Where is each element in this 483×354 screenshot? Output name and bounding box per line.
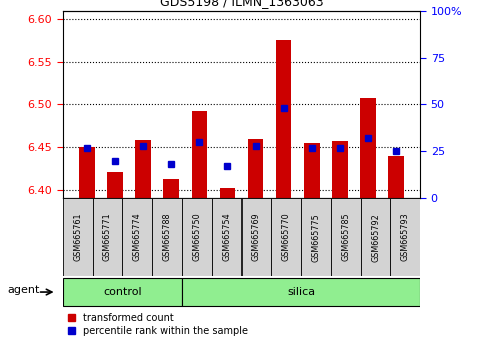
Text: GSM665785: GSM665785 — [341, 213, 350, 262]
Text: GSM665774: GSM665774 — [133, 213, 142, 262]
Legend: transformed count, percentile rank within the sample: transformed count, percentile rank withi… — [68, 313, 248, 336]
Text: GSM665793: GSM665793 — [401, 213, 410, 262]
Bar — [182, 278, 420, 306]
Text: GSM665770: GSM665770 — [282, 213, 291, 262]
Bar — [152, 198, 182, 276]
Bar — [63, 278, 182, 306]
Bar — [122, 198, 152, 276]
Bar — [93, 198, 122, 276]
Bar — [212, 198, 242, 276]
Bar — [163, 179, 179, 198]
Text: agent: agent — [8, 285, 40, 296]
Text: GSM665750: GSM665750 — [192, 213, 201, 262]
Bar — [135, 140, 151, 198]
Bar — [220, 188, 235, 198]
Text: GSM665761: GSM665761 — [73, 213, 82, 262]
Bar — [301, 198, 331, 276]
Bar — [107, 172, 123, 198]
Text: GSM665769: GSM665769 — [252, 213, 261, 262]
Bar — [304, 143, 320, 198]
Bar — [271, 198, 301, 276]
Bar — [361, 198, 390, 276]
Bar — [332, 141, 348, 198]
Bar — [331, 198, 361, 276]
Bar — [242, 198, 271, 276]
Bar — [388, 156, 404, 198]
Bar — [182, 198, 212, 276]
Text: GSM665788: GSM665788 — [163, 213, 171, 262]
Title: GDS5198 / ILMN_1363063: GDS5198 / ILMN_1363063 — [160, 0, 323, 8]
Text: GSM665754: GSM665754 — [222, 213, 231, 262]
Bar — [276, 40, 291, 198]
Bar — [63, 198, 93, 276]
Bar — [390, 198, 420, 276]
Text: control: control — [103, 287, 142, 297]
Text: GSM665792: GSM665792 — [371, 213, 380, 262]
Text: GSM665775: GSM665775 — [312, 213, 320, 262]
Text: GSM665771: GSM665771 — [103, 213, 112, 262]
Bar — [248, 138, 263, 198]
Bar — [192, 111, 207, 198]
Bar — [79, 147, 95, 198]
Bar — [360, 98, 376, 198]
Text: silica: silica — [287, 287, 315, 297]
